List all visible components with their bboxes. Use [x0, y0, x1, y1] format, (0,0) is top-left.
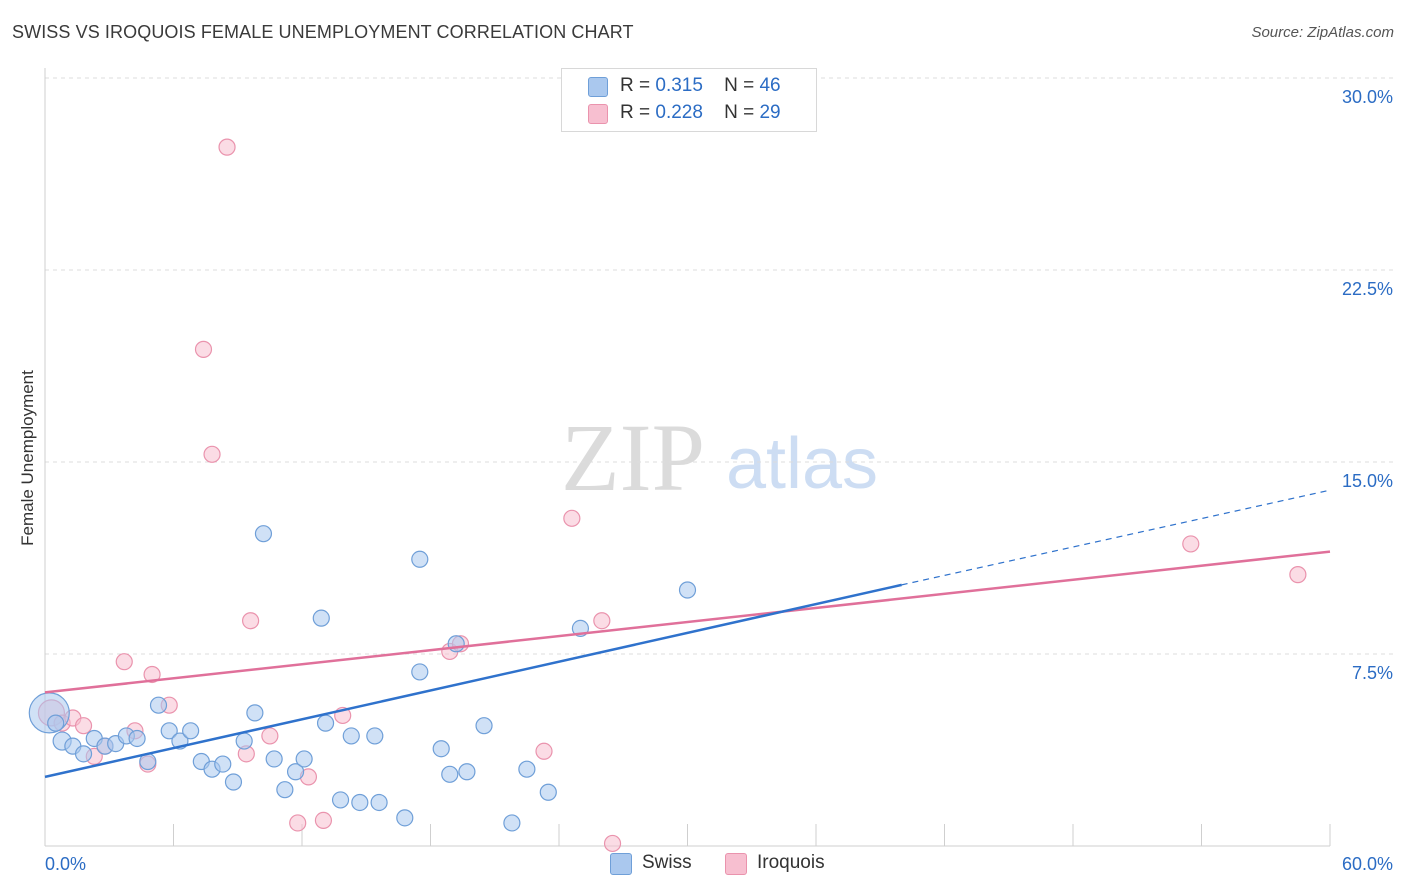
y-tick-label: 22.5%	[1342, 279, 1393, 299]
swiss-point	[370, 793, 388, 812]
swiss-n-label: N =	[724, 75, 755, 96]
iroquois-point	[203, 445, 221, 463]
iroquois-point	[143, 665, 161, 684]
swiss-point	[182, 722, 200, 740]
swiss-legend-swatch	[610, 853, 632, 875]
chart-title: SWISS VS IROQUOIS FEMALE UNEMPLOYMENT CO…	[12, 22, 634, 42]
iroquois-trend-line	[44, 550, 1331, 694]
iroquois-point	[563, 509, 581, 527]
swiss-trend-extension	[901, 489, 1331, 586]
trend-lines	[44, 489, 1331, 779]
swiss-point	[366, 727, 384, 745]
iroquois-swatch	[588, 104, 608, 124]
iroquois-point	[115, 653, 133, 671]
iroquois-r-value: 0.228	[655, 102, 703, 123]
iroquois-point	[261, 727, 279, 745]
swiss-point	[396, 809, 414, 827]
swiss-trend-line	[44, 583, 902, 779]
iroquois-point	[1289, 566, 1307, 584]
watermark: ZIP atlas	[561, 404, 878, 511]
swiss-point	[265, 750, 283, 768]
swiss-point	[678, 581, 697, 599]
watermark-atlas: atlas	[726, 424, 878, 504]
iroquois-point	[535, 742, 553, 760]
y-tick-label: 30.0%	[1342, 87, 1393, 107]
swiss-point	[432, 740, 450, 758]
swiss-point	[447, 635, 465, 653]
swiss-r-value: 0.315	[655, 75, 703, 96]
iroquois-point	[194, 340, 213, 358]
swiss-r-label: R =	[620, 75, 651, 96]
iroquois-point	[1182, 535, 1200, 553]
swiss-point	[539, 783, 557, 801]
swiss-point	[214, 755, 232, 773]
swiss-point	[411, 663, 429, 681]
swiss-point	[246, 704, 264, 722]
x-tick-label-max: 60.0%	[1342, 854, 1393, 874]
iroquois-point	[289, 814, 307, 832]
swiss-point	[342, 727, 360, 745]
iroquois-point	[74, 717, 93, 735]
series-legend: Swiss Iroquois	[0, 852, 1406, 878]
iroquois-n-label: N =	[724, 102, 755, 123]
iroquois-r-label: R =	[620, 102, 651, 123]
swiss-swatch	[588, 77, 608, 97]
swiss-point	[286, 763, 305, 781]
swiss-point	[128, 729, 146, 748]
swiss-point	[503, 814, 521, 832]
swiss-legend-label: Swiss	[642, 852, 692, 873]
swiss-point	[518, 760, 536, 778]
y-tick-label: 7.5%	[1352, 663, 1393, 683]
data-points	[28, 138, 1307, 853]
iroquois-point	[603, 834, 622, 853]
swiss-point	[475, 717, 493, 735]
swiss-point	[316, 714, 335, 732]
iroquois-point	[218, 138, 236, 156]
swiss-point	[351, 793, 369, 812]
swiss-point	[160, 722, 178, 740]
tick-labels: 7.5% 15.0% 22.5% 30.0% 0.0% 60.0%	[45, 87, 1393, 874]
x-tick-label-min: 0.0%	[45, 854, 86, 874]
swiss-point	[458, 763, 476, 781]
swiss-point	[331, 791, 350, 809]
correlation-legend: R = 0.315 N = 46 R = 0.228 N = 29	[561, 68, 817, 132]
swiss-point	[224, 773, 243, 791]
iroquois-n-value: 29	[759, 102, 781, 123]
source-label: Source: ZipAtlas.com	[1251, 24, 1394, 41]
swiss-point	[441, 765, 459, 783]
swiss-point	[411, 550, 429, 568]
iroquois-legend-label: Iroquois	[757, 852, 825, 873]
watermark-zip: ZIP	[561, 404, 705, 511]
iroquois-legend-swatch	[725, 853, 747, 875]
swiss-n-value: 46	[759, 75, 781, 96]
swiss-point	[74, 745, 93, 763]
swiss-point	[276, 781, 294, 799]
iroquois-point	[314, 811, 333, 830]
swiss-point	[47, 714, 65, 732]
swiss-point	[254, 525, 273, 543]
y-tick-label: 15.0%	[1342, 471, 1393, 491]
iroquois-point	[242, 612, 260, 630]
swiss-point	[295, 750, 313, 768]
swiss-point	[149, 696, 168, 714]
swiss-point	[235, 732, 253, 750]
swiss-point	[312, 609, 330, 627]
iroquois-point	[593, 612, 611, 630]
